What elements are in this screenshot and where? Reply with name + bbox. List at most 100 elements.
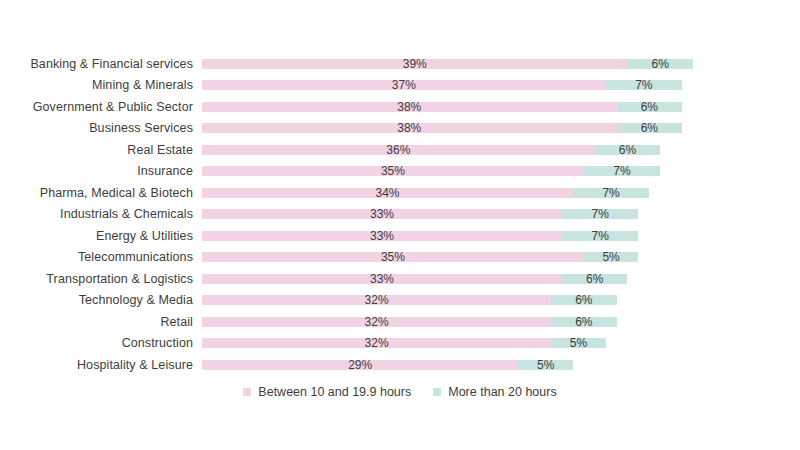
bar-segment-more-than-20-hours: 5%: [518, 360, 573, 370]
chart-row: Energy & Utilities 33% 7%: [0, 225, 800, 247]
value-label: 34%: [375, 188, 399, 198]
value-label: 35%: [381, 252, 405, 262]
value-label: 33%: [370, 274, 394, 284]
value-label: 7%: [613, 166, 630, 176]
legend-label: Between 10 and 19.9 hours: [258, 385, 411, 399]
chart-row: Banking & Financial services 39% 6%: [0, 53, 800, 75]
bar-segment-between-10-and-19-hours: 36%: [202, 145, 595, 155]
value-label: 33%: [370, 231, 394, 241]
value-label: 29%: [348, 360, 372, 370]
value-label: 37%: [392, 80, 416, 90]
chart-row: Industrials & Chemicals 33% 7%: [0, 204, 800, 226]
bar-track: 37% 7%: [202, 80, 682, 90]
category-label: Hospitality & Leisure: [0, 358, 202, 372]
chart-row: Construction 32% 5%: [0, 333, 800, 355]
value-label: 32%: [365, 338, 389, 348]
value-label: 7%: [635, 80, 652, 90]
value-label: 35%: [381, 166, 405, 176]
category-label: Technology & Media: [0, 293, 202, 307]
value-label: 7%: [592, 231, 609, 241]
chart-row: Retail 32% 6%: [0, 311, 800, 333]
bar-segment-between-10-and-19-hours: 38%: [202, 123, 617, 133]
bar-segment-between-10-and-19-hours: 38%: [202, 102, 617, 112]
value-label: 5%: [570, 338, 587, 348]
chart-row: Real Estate 36% 6%: [0, 139, 800, 161]
bar-track: 33% 6%: [202, 274, 627, 284]
category-label: Telecommunications: [0, 250, 202, 264]
stacked-bar-chart: Banking & Financial services 39% 6% Mining …: [0, 0, 800, 399]
value-label: 6%: [641, 102, 658, 112]
category-label: Government & Public Sector: [0, 100, 202, 114]
legend-label: More than 20 hours: [448, 385, 556, 399]
bar-segment-more-than-20-hours: 7%: [562, 209, 638, 219]
bar-track: 36% 6%: [202, 145, 660, 155]
bar-segment-more-than-20-hours: 6%: [617, 123, 682, 133]
value-label: 32%: [365, 295, 389, 305]
category-label: Industrials & Chemicals: [0, 207, 202, 221]
value-label: 6%: [586, 274, 603, 284]
category-label: Business Services: [0, 121, 202, 135]
legend-item-between-10-and-19-hours: Between 10 and 19.9 hours: [243, 385, 411, 399]
bar-segment-between-10-and-19-hours: 37%: [202, 80, 606, 90]
category-label: Real Estate: [0, 143, 202, 157]
value-label: 6%: [641, 123, 658, 133]
bar-segment-more-than-20-hours: 6%: [562, 274, 627, 284]
bar-track: 32% 6%: [202, 295, 617, 305]
bar-segment-between-10-and-19-hours: 32%: [202, 295, 551, 305]
chart-row: Hospitality & Leisure 29% 5%: [0, 354, 800, 376]
value-label: 5%: [602, 252, 619, 262]
bar-segment-more-than-20-hours: 5%: [584, 252, 639, 262]
bar-track: 35% 7%: [202, 166, 660, 176]
chart-row: Telecommunications 35% 5%: [0, 247, 800, 269]
chart-row: Business Services 38% 6%: [0, 118, 800, 140]
bar-track: 38% 6%: [202, 123, 682, 133]
bar-segment-between-10-and-19-hours: 29%: [202, 360, 518, 370]
bar-segment-between-10-and-19-hours: 32%: [202, 338, 551, 348]
chart-row: Transportation & Logistics 33% 6%: [0, 268, 800, 290]
category-label: Construction: [0, 336, 202, 350]
bar-track: 34% 7%: [202, 188, 649, 198]
category-label: Energy & Utilities: [0, 229, 202, 243]
bar-segment-more-than-20-hours: 7%: [562, 231, 638, 241]
value-label: 39%: [403, 59, 427, 69]
chart-rows: Banking & Financial services 39% 6% Mining …: [0, 53, 800, 376]
bar-track: 38% 6%: [202, 102, 682, 112]
chart-row: Mining & Minerals 37% 7%: [0, 75, 800, 97]
bar-track: 32% 5%: [202, 338, 606, 348]
value-label: 5%: [537, 360, 554, 370]
bar-track: 29% 5%: [202, 360, 573, 370]
bar-track: 35% 5%: [202, 252, 638, 262]
bar-segment-more-than-20-hours: 7%: [584, 166, 660, 176]
value-label: 32%: [365, 317, 389, 327]
bar-segment-more-than-20-hours: 6%: [595, 145, 660, 155]
legend-swatch-teal: [433, 388, 441, 396]
bar-segment-between-10-and-19-hours: 35%: [202, 252, 584, 262]
category-label: Banking & Financial services: [0, 57, 202, 71]
category-label: Retail: [0, 315, 202, 329]
category-label: Pharma, Medical & Biotech: [0, 186, 202, 200]
chart-row: Government & Public Sector38% 6%: [0, 96, 800, 118]
value-label: 6%: [575, 295, 592, 305]
bar-segment-more-than-20-hours: 6%: [551, 295, 616, 305]
value-label: 36%: [386, 145, 410, 155]
value-label: 33%: [370, 209, 394, 219]
legend-swatch-pink: [243, 388, 251, 396]
category-label: Transportation & Logistics: [0, 272, 202, 286]
bar-segment-between-10-and-19-hours: 35%: [202, 166, 584, 176]
value-label: 7%: [592, 209, 609, 219]
category-label: Mining & Minerals: [0, 78, 202, 92]
legend-item-more-than-20-hours: More than 20 hours: [433, 385, 556, 399]
bar-track: 33% 7%: [202, 231, 638, 241]
bar-segment-between-10-and-19-hours: 32%: [202, 317, 551, 327]
chart-row: Technology & Media 32% 6%: [0, 290, 800, 312]
bar-segment-more-than-20-hours: 6%: [551, 317, 616, 327]
value-label: 38%: [397, 123, 421, 133]
chart-legend: Between 10 and 19.9 hours More than 20 h…: [0, 385, 800, 399]
value-label: 6%: [652, 59, 669, 69]
bar-segment-between-10-and-19-hours: 33%: [202, 209, 562, 219]
bar-track: 32% 6%: [202, 317, 617, 327]
value-label: 6%: [619, 145, 636, 155]
value-label: 7%: [602, 188, 619, 198]
bar-segment-more-than-20-hours: 5%: [551, 338, 606, 348]
bar-segment-more-than-20-hours: 7%: [573, 188, 649, 198]
